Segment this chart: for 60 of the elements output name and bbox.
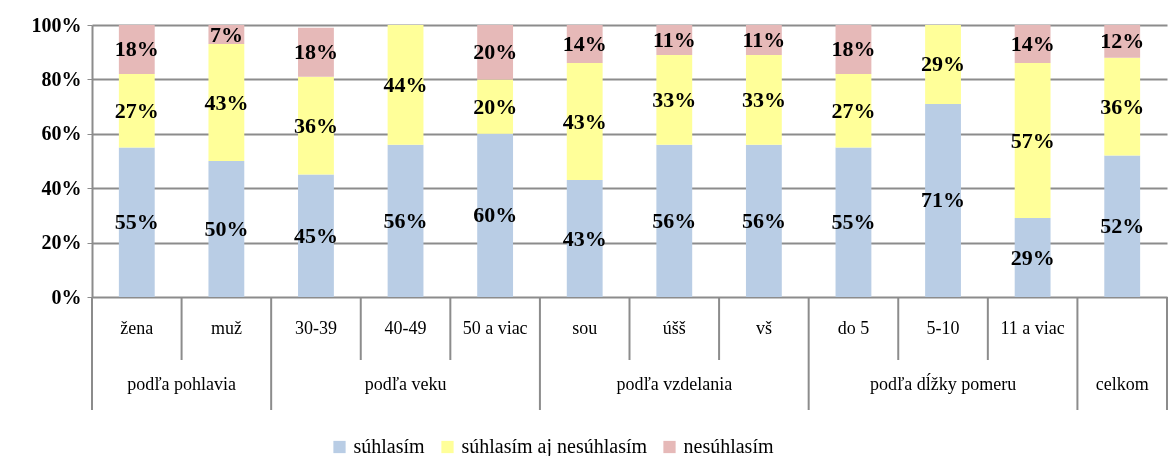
x-tick-label: vš [755, 318, 772, 338]
data-label: 52% [1100, 213, 1145, 239]
y-tick-label: 80% [41, 67, 82, 90]
data-label: 43% [562, 225, 607, 251]
x-tick-label: 30-39 [294, 318, 337, 338]
data-label: 11% [742, 26, 786, 52]
text: podľa vzdelania [616, 374, 733, 394]
data-label: 56% [652, 207, 697, 233]
data-label: 29% [1010, 244, 1055, 270]
data-label: 50% [204, 216, 249, 241]
text: podľa pohlavia [127, 374, 236, 394]
data-label: 56% [741, 207, 786, 233]
data-label: 18% [293, 39, 338, 65]
data-label: 11% [652, 26, 696, 52]
data-label: 14% [562, 31, 607, 57]
x-tick-label: do 5 [837, 318, 870, 338]
data-label: 20% [473, 93, 518, 119]
y-tick-label: 40% [41, 176, 82, 199]
data-label: 60% [473, 202, 518, 228]
data-label: 57% [1010, 127, 1055, 153]
data-label: 27% [114, 97, 159, 123]
y-tick-label: 100% [31, 13, 82, 36]
text: celkom [1095, 374, 1149, 394]
legend-label: súhlasím [353, 435, 426, 456]
data-label: 36% [1100, 93, 1145, 119]
y-tick-label: 0% [51, 285, 82, 308]
data-label: 43% [204, 89, 249, 115]
data-label: 29% [921, 51, 966, 77]
x-tick-label: žena [120, 318, 154, 338]
y-tick-label: 60% [41, 122, 82, 145]
x-tick-label: 11 a viac [1000, 318, 1065, 338]
data-label: 45% [293, 222, 338, 248]
y-tick-label: 20% [41, 231, 82, 254]
data-label: 71% [921, 187, 966, 213]
data-label: 14% [1010, 31, 1055, 57]
data-label: 43% [562, 108, 607, 134]
data-label: 44% [383, 71, 428, 97]
data-label: 55% [114, 209, 159, 235]
text: podľa dĺžky pomeru [869, 373, 1017, 394]
data-label: 7% [209, 21, 243, 47]
x-tick-label: 50 a viac [462, 318, 528, 338]
x-tick-label: 5-10 [926, 318, 960, 338]
x-tick-label: sou [572, 318, 598, 338]
data-label: 27% [831, 97, 876, 123]
text: podľa veku [364, 374, 447, 394]
bar [745, 144, 782, 297]
x-tick-label: 40-49 [384, 318, 427, 338]
data-label: 18% [114, 36, 159, 62]
data-label: 55% [831, 209, 876, 235]
data-label: 20% [473, 39, 518, 65]
data-label: 36% [293, 112, 338, 138]
data-label: 33% [652, 86, 697, 112]
legend-label: nesúhlasím [683, 435, 774, 456]
x-tick-label: muž [210, 318, 242, 338]
data-label: 18% [831, 36, 876, 62]
data-label: 12% [1100, 28, 1145, 54]
bar [745, 54, 782, 145]
x-tick-label: úšš [662, 318, 686, 338]
data-label: 56% [383, 207, 428, 233]
data-label: 33% [741, 86, 786, 112]
